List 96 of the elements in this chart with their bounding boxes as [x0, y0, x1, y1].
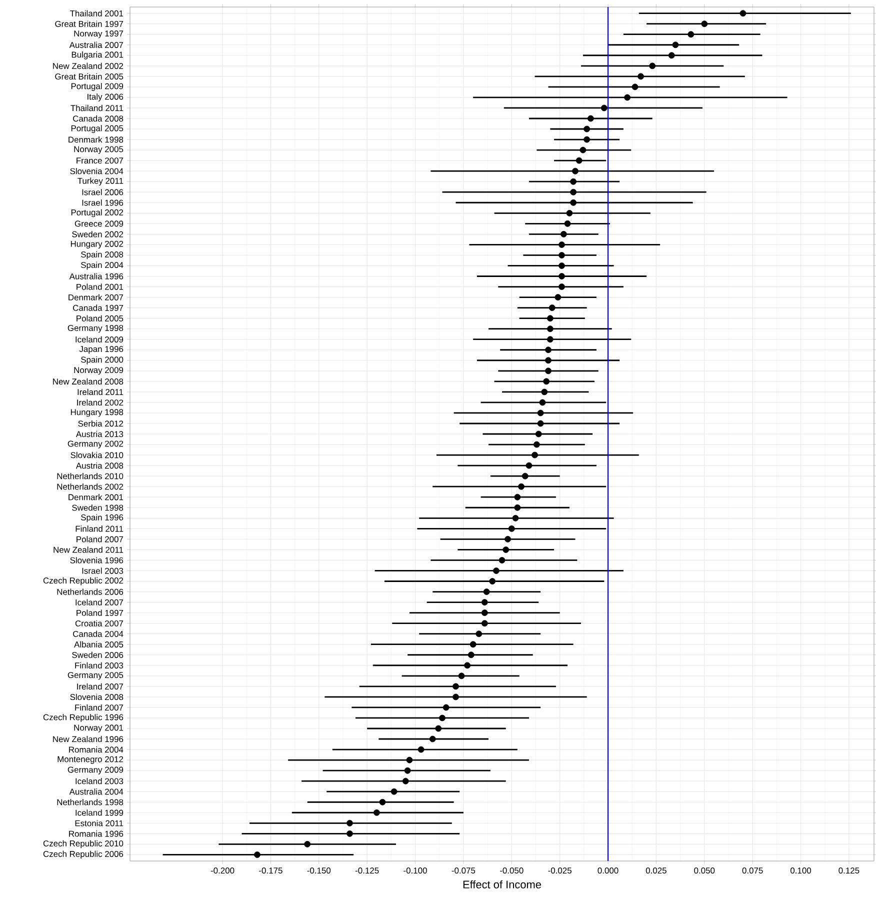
y-tick-label: Serbia 2012 — [78, 420, 124, 427]
y-tick-label: Israel 1996 — [82, 200, 124, 206]
y-tick-label: Slovenia 1996 — [70, 557, 124, 564]
y-tick-label: Thailand 2011 — [70, 104, 124, 112]
y-tick-label: Australia 1996 — [69, 273, 124, 280]
x-tick-label: 0.125 — [838, 868, 860, 874]
y-tick-label: Spain 2004 — [81, 262, 124, 270]
y-tick-label: Norway 1997 — [74, 30, 124, 38]
y-tick-label: Netherlands 2010 — [57, 472, 124, 480]
y-tick-label: Japan 1996 — [79, 346, 124, 354]
x-tick-label: -0.125 — [355, 868, 379, 874]
y-tick-label: Spain 2000 — [81, 356, 124, 364]
y-tick-label: Denmark 1998 — [68, 136, 124, 143]
y-tick-label: Netherlands 2002 — [57, 483, 124, 490]
y-tick-label: Slovenia 2004 — [70, 168, 124, 174]
y-tick-label: Greece 2009 — [74, 220, 124, 227]
y-tick-label: Iceland 1999 — [76, 810, 124, 816]
y-tick-label: Hungary 2002 — [70, 240, 124, 249]
y-tick-label: Germany 2009 — [68, 766, 124, 774]
y-tick-label: Romania 2004 — [69, 746, 124, 753]
y-tick-label: Finland 2003 — [75, 662, 124, 668]
y-tick-label: Hungary 1998 — [70, 409, 124, 417]
y-tick-label: Poland 2005 — [76, 315, 124, 322]
y-tick-label: Poland 1997 — [76, 610, 124, 616]
y-tick-label: Ireland 2011 — [78, 388, 124, 396]
y-tick-label: Finland 2011 — [76, 526, 124, 532]
x-tick-label: -0.175 — [259, 868, 282, 874]
y-tick-label: Poland 2001 — [76, 284, 124, 290]
y-tick-label: Turkey 2011 — [78, 178, 124, 186]
y-tick-label: New Zealand 2008 — [53, 378, 124, 385]
y-tick-label: Portugal 2009 — [71, 82, 124, 91]
y-tick-label: Austria 2013 — [76, 430, 124, 438]
y-tick-label: Finland 2007 — [75, 704, 124, 711]
y-tick-label: Great Britain 1997 — [55, 20, 124, 27]
y-tick-label: Czech Republic 2002 — [43, 577, 124, 586]
y-tick-label: Portugal 2002 — [71, 209, 124, 218]
y-tick-label: Sweden 2002 — [72, 231, 124, 238]
x-tick-label: 0.025 — [646, 868, 666, 874]
x-tick-label: -0.100 — [404, 868, 427, 874]
y-tick-label: Netherlands 1998 — [57, 799, 124, 806]
y-tick-label: Canada 1997 — [73, 304, 124, 311]
y-tick-label: Slovakia 2010 — [70, 452, 124, 458]
x-axis-title: Effect of Income — [463, 880, 542, 888]
y-tick-label: Germany 2005 — [68, 672, 124, 680]
y-tick-label: Iceland 2003 — [76, 778, 124, 784]
y-tick-label: Slovenia 2008 — [70, 694, 124, 700]
y-tick-label: Canada 2008 — [73, 115, 124, 122]
y-tick-label: Sweden 2006 — [72, 652, 124, 658]
y-tick-label: Bulgaria 2001 — [72, 51, 124, 60]
y-tick-label: Czech Republic 1996 — [43, 714, 124, 722]
y-tick-label: Israel 2006 — [82, 188, 124, 196]
y-tick-label: Australia 2004 — [69, 788, 124, 795]
x-tick-label: 0.100 — [790, 868, 812, 874]
y-tick-label: Israel 2003 — [82, 568, 124, 574]
y-tick-label: Montenegro 2012 — [58, 756, 124, 764]
x-tick-label: -0.150 — [307, 868, 331, 874]
y-tick-label: New Zealand 2002 — [53, 62, 124, 70]
y-tick-label: Iceland 2009 — [76, 336, 124, 342]
y-tick-label: Czech Republic 2006 — [43, 850, 124, 859]
y-tick-label: Norway 2001 — [74, 724, 124, 732]
y-tick-label: Albania 2005 — [74, 641, 124, 648]
y-tick-label: Denmark 2007 — [68, 294, 124, 300]
y-tick-label: Spain 2008 — [81, 251, 124, 260]
y-tick-label: Poland 2007 — [76, 536, 124, 542]
y-tick-label: Denmark 2001 — [68, 494, 124, 500]
y-tick-label: Australia 2007 — [69, 42, 124, 48]
y-tick-label: Canada 2004 — [73, 630, 124, 637]
y-tick-label: France 2007 — [76, 158, 124, 164]
y-tick-label: Norway 2005 — [74, 146, 124, 154]
y-tick-label: Germany 1998 — [68, 325, 124, 333]
x-tick-label: 0.050 — [694, 868, 715, 874]
x-tick-label: -0.075 — [452, 868, 476, 874]
y-tick-label: Czech Republic 2010 — [43, 840, 124, 848]
y-tick-label: Estonia 2011 — [75, 820, 124, 826]
y-tick-label: Netherlands 2006 — [57, 588, 124, 595]
y-tick-label: Ireland 2002 — [77, 399, 124, 406]
y-tick-label: Ireland 2007 — [77, 683, 124, 690]
y-tick-label: Germany 2002 — [68, 440, 124, 448]
y-tick-label: Italy 2006 — [88, 94, 124, 102]
x-tick-label: 0.075 — [742, 868, 763, 874]
x-tick-label: -0.025 — [548, 868, 572, 874]
y-tick-label: Romania 1996 — [69, 830, 124, 837]
y-tick-label: Portugal 2005 — [71, 125, 124, 133]
y-tick-label: Spain 1996 — [81, 514, 124, 522]
y-tick-label: Sweden 1998 — [72, 504, 124, 511]
x-tick-label: -0.050 — [500, 868, 524, 874]
y-tick-label: Iceland 2007 — [76, 599, 124, 606]
y-tick-label: New Zealand 1996 — [53, 736, 124, 742]
x-tick-label: 0.000 — [598, 868, 618, 874]
y-tick-label: Croatia 2007 — [75, 620, 124, 626]
y-tick-label: Thailand 2001 — [70, 10, 124, 16]
y-tick-label: New Zealand 2011 — [54, 546, 124, 553]
x-tick-label: -0.200 — [210, 868, 234, 874]
y-tick-label: Austria 2008 — [76, 462, 124, 469]
y-tick-label: Great Britain 2005 — [55, 73, 124, 80]
y-tick-label: Norway 2009 — [74, 367, 124, 375]
